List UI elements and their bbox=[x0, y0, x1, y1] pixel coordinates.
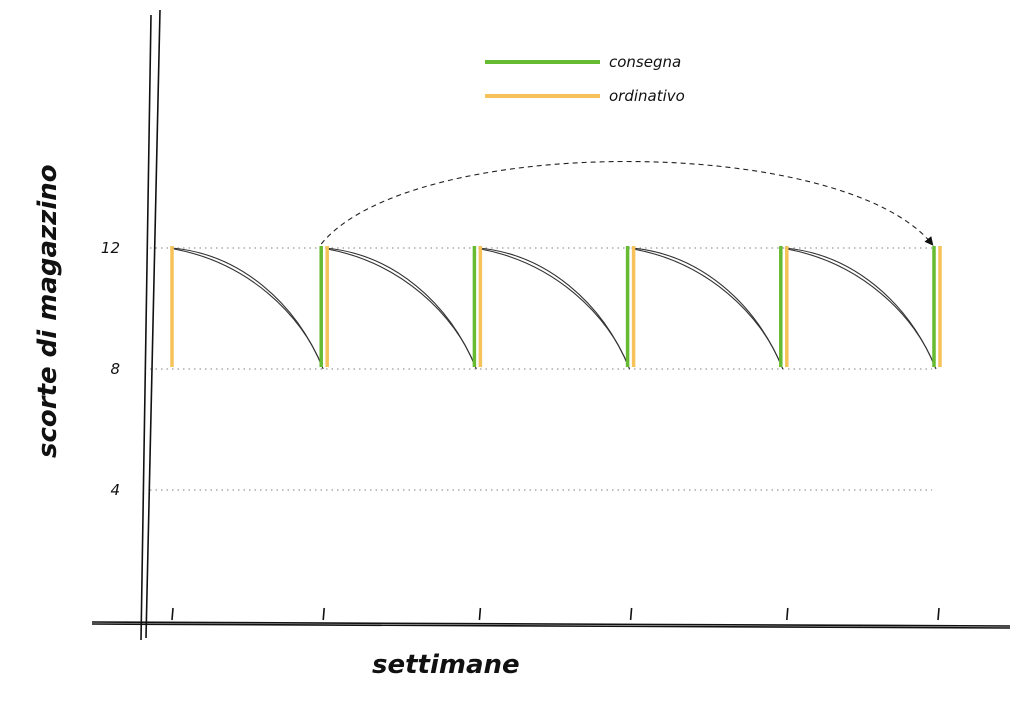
x-tick-3 bbox=[629, 607, 633, 621]
x-tick-0 bbox=[171, 607, 174, 621]
x-tick-1 bbox=[322, 607, 325, 621]
y-tick-labels: 12 8 4 bbox=[101, 239, 120, 499]
depletion-curve-0 bbox=[171, 247, 324, 370]
stock-bars bbox=[170, 246, 942, 367]
legend: consegna ordinativo bbox=[485, 53, 685, 105]
x-axis-title: settimane bbox=[372, 650, 520, 680]
x-axis-line-1 bbox=[91, 621, 1011, 627]
cycle-span-arrow bbox=[320, 161, 934, 246]
y-axis-line-2 bbox=[145, 9, 161, 639]
legend-label-ordinativo: ordinativo bbox=[609, 87, 685, 105]
depletion-curve-3 bbox=[631, 247, 784, 370]
axes bbox=[91, 9, 1011, 641]
y-tick-label-8: 8 bbox=[110, 360, 120, 378]
x-axis-line-2 bbox=[91, 623, 1011, 629]
depletion-curve-sketch-4 bbox=[786, 248, 936, 368]
y-axis-line-1 bbox=[140, 14, 152, 641]
depletion-curve-1 bbox=[325, 247, 477, 370]
depletion-curve-sketch-2 bbox=[480, 248, 630, 368]
depletion-curve-2 bbox=[478, 247, 631, 370]
x-tick-2 bbox=[478, 607, 482, 621]
y-axis-title: scorte di magazzino bbox=[33, 164, 63, 458]
gridlines bbox=[150, 247, 932, 491]
depletion-curve-sketch-0 bbox=[173, 248, 323, 368]
y-tick-label-4: 4 bbox=[110, 481, 120, 499]
x-tick-4 bbox=[786, 607, 789, 621]
depletion-curve-sketch-3 bbox=[633, 248, 783, 368]
depletion-curve-4 bbox=[784, 247, 937, 370]
x-tick-5 bbox=[937, 607, 940, 621]
legend-label-consegna: consegna bbox=[609, 53, 681, 71]
y-tick-label-12: 12 bbox=[101, 239, 120, 257]
depletion-curves bbox=[171, 247, 937, 370]
x-ticks bbox=[171, 607, 940, 621]
depletion-curve-sketch-1 bbox=[327, 248, 476, 368]
